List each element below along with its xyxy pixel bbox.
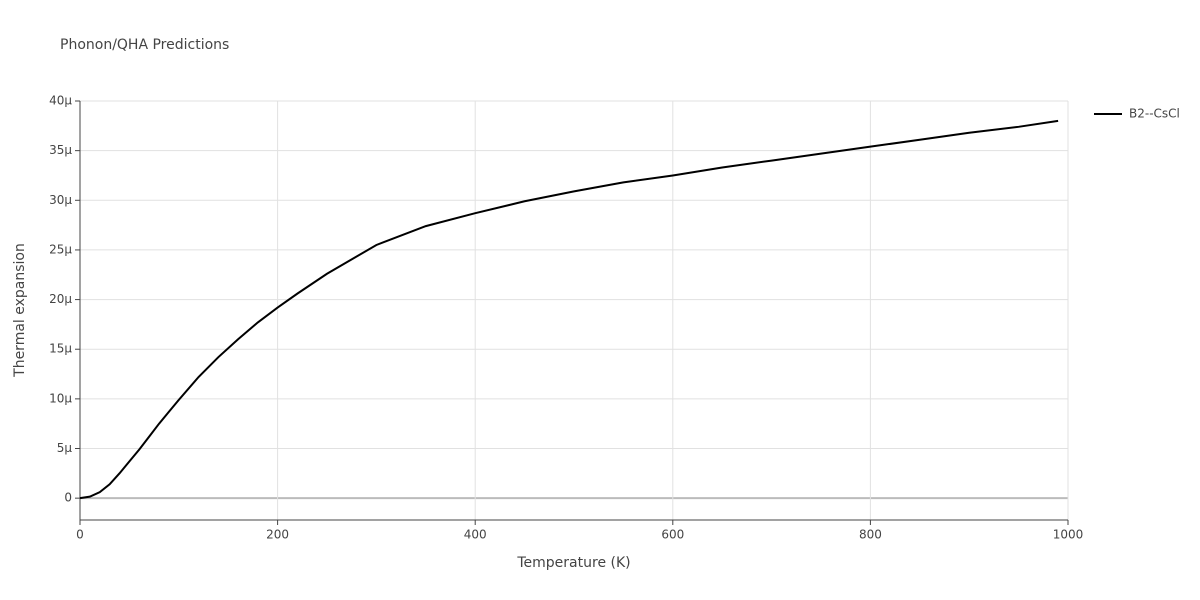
y-tick-label: 35μ	[49, 143, 72, 157]
y-tick-label: 25μ	[49, 242, 72, 256]
x-axis-label: Temperature (K)	[516, 555, 630, 571]
x-tick-label: 1000	[1053, 528, 1084, 542]
y-tick-label: 5μ	[57, 441, 73, 455]
x-tick-label: 600	[661, 528, 684, 542]
y-tick-label: 30μ	[49, 193, 72, 207]
y-tick-label: 0	[64, 491, 72, 505]
x-tick-label: 800	[859, 528, 882, 542]
y-tick-label: 40μ	[49, 94, 72, 108]
y-tick-label: 10μ	[49, 391, 72, 405]
x-tick-label: 0	[76, 528, 84, 542]
legend-label: B2--CsCl	[1129, 107, 1180, 121]
data-line	[79, 119, 1059, 500]
y-axis-label: Thermal expansion	[12, 243, 28, 378]
y-tick-label: 20μ	[49, 292, 72, 306]
y-tick-label: 15μ	[49, 342, 72, 356]
chart-title: Phonon/QHA Predictions	[60, 37, 229, 53]
x-tick-label: 200	[266, 528, 289, 542]
x-tick-label: 400	[464, 528, 487, 542]
